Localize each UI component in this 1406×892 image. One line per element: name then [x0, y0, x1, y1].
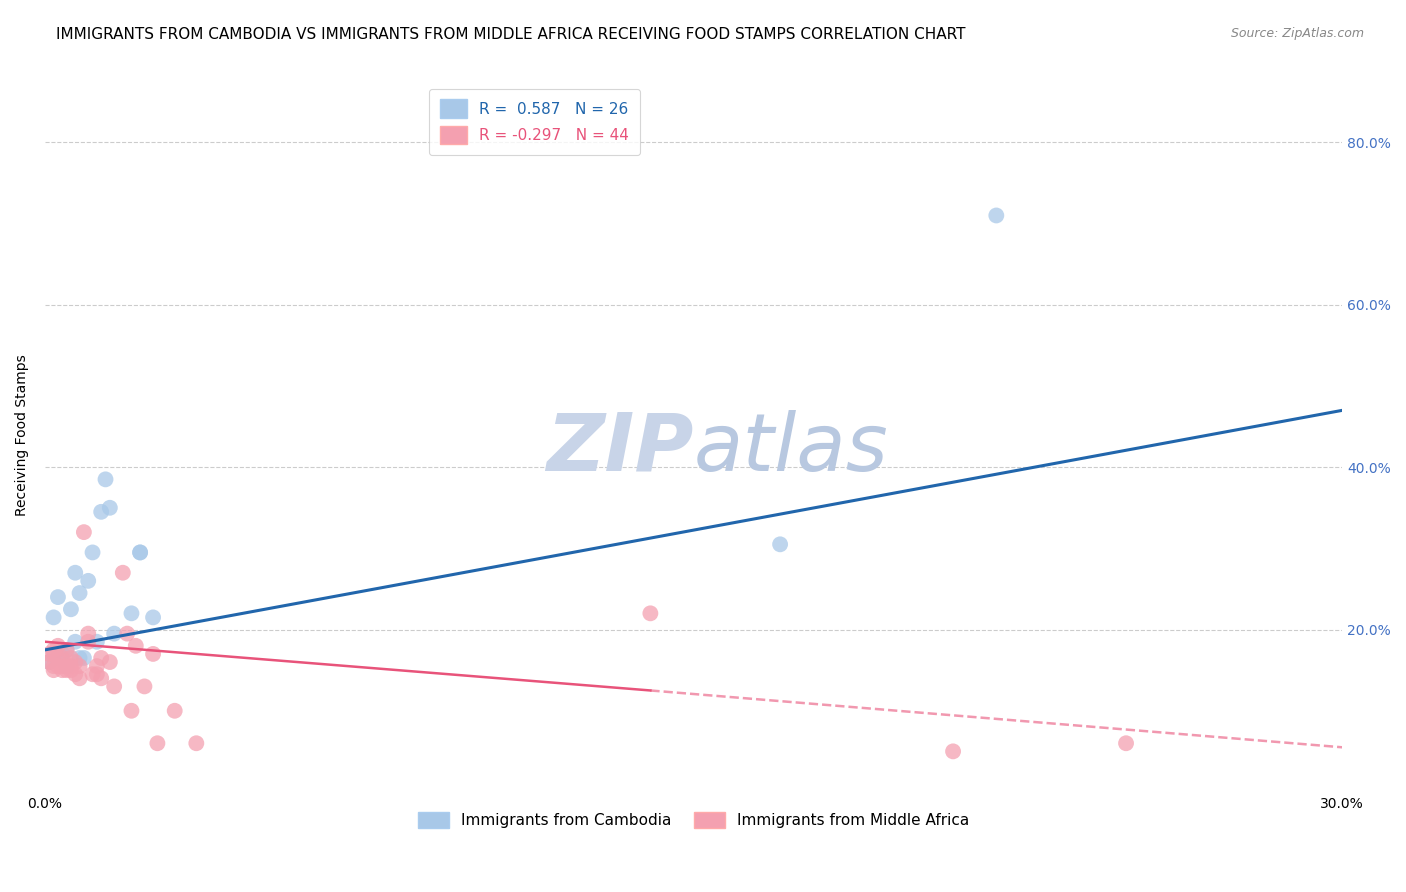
- Point: [90, 505, 112, 519]
- Point: [42, 663, 65, 677]
- Point: [51, 647, 73, 661]
- Text: IMMIGRANTS FROM CAMBODIA VS IMMIGRANTS FROM MIDDLE AFRICA RECEIVING FOOD STAMPS : IMMIGRANTS FROM CAMBODIA VS IMMIGRANTS F…: [56, 27, 966, 42]
- Point: [38, 655, 60, 669]
- Point: [77, 634, 100, 648]
- Point: [51, 659, 73, 673]
- Point: [142, 610, 165, 624]
- Point: [46, 590, 69, 604]
- Point: [90, 651, 112, 665]
- Point: [65, 566, 87, 580]
- Point: [769, 537, 792, 551]
- Point: [986, 209, 1008, 223]
- Point: [51, 663, 73, 677]
- Point: [65, 667, 87, 681]
- Point: [73, 525, 96, 540]
- Point: [55, 659, 77, 673]
- Text: ZIP: ZIP: [547, 410, 693, 488]
- Point: [115, 626, 138, 640]
- Point: [942, 744, 965, 758]
- Point: [120, 704, 142, 718]
- Point: [103, 626, 125, 640]
- Point: [59, 663, 82, 677]
- Point: [55, 643, 77, 657]
- Point: [69, 651, 91, 665]
- Point: [38, 655, 60, 669]
- Point: [55, 663, 77, 677]
- Point: [59, 651, 82, 665]
- Point: [125, 639, 148, 653]
- Point: [46, 639, 69, 653]
- Point: [640, 607, 662, 621]
- Point: [69, 659, 91, 673]
- Point: [94, 472, 117, 486]
- Point: [1115, 736, 1137, 750]
- Y-axis label: Receiving Food Stamps: Receiving Food Stamps: [15, 354, 30, 516]
- Point: [86, 634, 108, 648]
- Point: [55, 659, 77, 673]
- Point: [163, 704, 186, 718]
- Point: [38, 647, 60, 661]
- Text: Source: ZipAtlas.com: Source: ZipAtlas.com: [1230, 27, 1364, 40]
- Point: [69, 586, 91, 600]
- Point: [186, 736, 208, 750]
- Point: [42, 647, 65, 661]
- Point: [73, 651, 96, 665]
- Point: [86, 667, 108, 681]
- Point: [98, 500, 121, 515]
- Point: [51, 651, 73, 665]
- Point: [90, 671, 112, 685]
- Point: [42, 659, 65, 673]
- Point: [111, 566, 134, 580]
- Point: [142, 647, 165, 661]
- Text: atlas: atlas: [693, 410, 889, 488]
- Point: [146, 736, 169, 750]
- Point: [65, 655, 87, 669]
- Point: [55, 643, 77, 657]
- Point: [59, 659, 82, 673]
- Point: [129, 545, 152, 559]
- Point: [129, 545, 152, 559]
- Point: [103, 680, 125, 694]
- Legend: Immigrants from Cambodia, Immigrants from Middle Africa: Immigrants from Cambodia, Immigrants fro…: [412, 806, 976, 834]
- Point: [42, 610, 65, 624]
- Point: [134, 680, 156, 694]
- Point: [46, 651, 69, 665]
- Point: [69, 671, 91, 685]
- Point: [77, 626, 100, 640]
- Point: [65, 634, 87, 648]
- Point: [42, 643, 65, 657]
- Point: [46, 659, 69, 673]
- Point: [77, 574, 100, 588]
- Point: [98, 655, 121, 669]
- Point: [82, 667, 104, 681]
- Point: [120, 607, 142, 621]
- Point: [59, 602, 82, 616]
- Point: [46, 651, 69, 665]
- Point: [86, 659, 108, 673]
- Point: [82, 545, 104, 559]
